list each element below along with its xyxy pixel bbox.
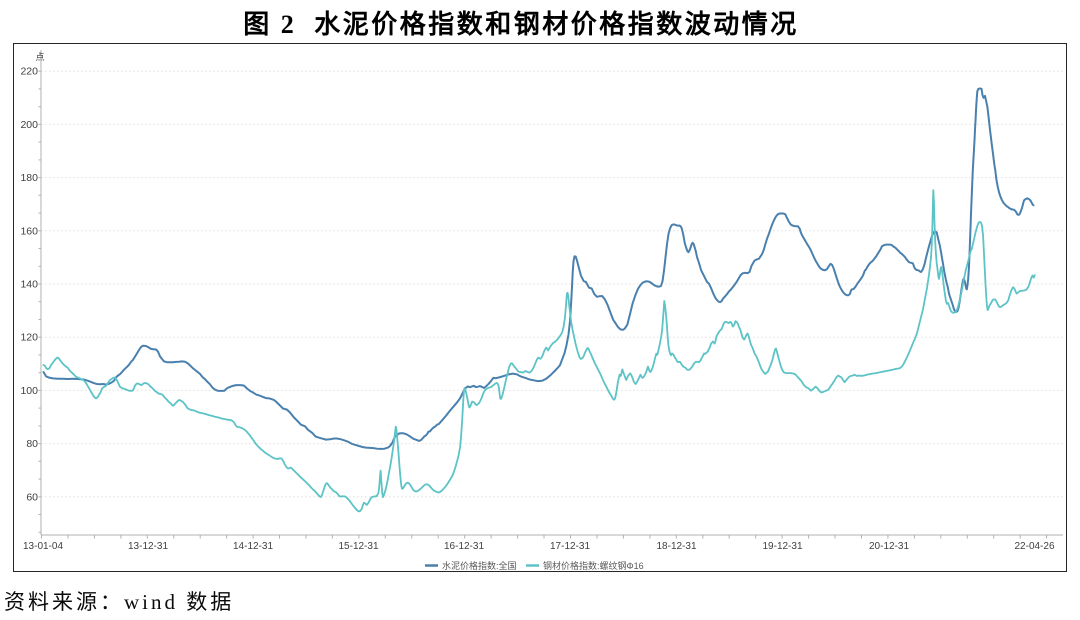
svg-text:17-12-31: 17-12-31 [550,541,590,552]
svg-text:点: 点 [35,52,44,62]
svg-text:120: 120 [20,332,38,344]
svg-text:220: 220 [20,66,38,78]
svg-text:19-12-31: 19-12-31 [762,541,802,552]
svg-text:140: 140 [20,279,38,291]
svg-text:100: 100 [20,385,38,397]
svg-text:13-01-04: 13-01-04 [23,541,63,552]
svg-text:22-04-26: 22-04-26 [1014,541,1054,552]
svg-text:160: 160 [20,225,38,237]
svg-text:180: 180 [20,172,38,184]
svg-text:60: 60 [26,491,38,503]
svg-text:200: 200 [20,119,38,131]
svg-text:14-12-31: 14-12-31 [233,541,273,552]
svg-text:13-12-31: 13-12-31 [128,541,168,552]
svg-text:80: 80 [26,438,38,450]
svg-text:16-12-31: 16-12-31 [444,541,484,552]
svg-text:20-12-31: 20-12-31 [869,541,909,552]
svg-text:水泥价格指数:全国: 水泥价格指数:全国 [442,560,517,571]
svg-text:18-12-31: 18-12-31 [656,541,696,552]
svg-text:钢材价格指数:螺纹钢Φ16: 钢材价格指数:螺纹钢Φ16 [543,560,644,571]
svg-text:15-12-31: 15-12-31 [338,541,378,552]
